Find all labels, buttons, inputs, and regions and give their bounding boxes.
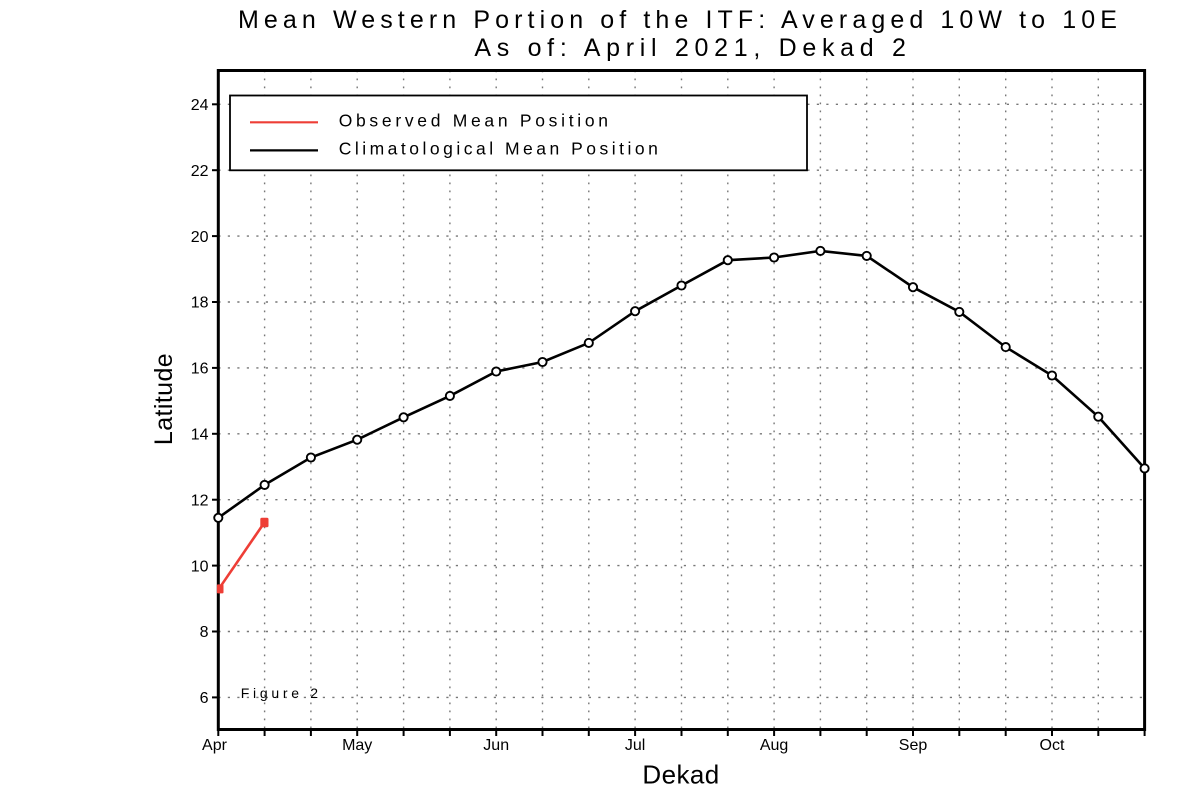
svg-text:Jul: Jul [625, 737, 645, 754]
svg-text:10: 10 [191, 558, 209, 575]
svg-text:22: 22 [191, 163, 209, 180]
svg-text:20: 20 [191, 229, 209, 246]
svg-text:Jun: Jun [483, 737, 509, 754]
svg-text:6: 6 [200, 690, 209, 707]
svg-text:Sep: Sep [899, 737, 928, 754]
svg-text:Figure 2: Figure 2 [241, 685, 322, 701]
svg-text:As of: April 2021, Dekad 2: As of: April 2021, Dekad 2 [474, 34, 911, 62]
svg-text:Aug: Aug [760, 737, 788, 754]
svg-text:Mean Western Portion of the IT: Mean Western Portion of the ITF: Average… [238, 6, 1122, 34]
svg-text:8: 8 [200, 624, 209, 641]
svg-text:12: 12 [191, 492, 209, 509]
svg-text:16: 16 [191, 361, 209, 378]
svg-text:Observed Mean Position: Observed Mean Position [339, 111, 612, 131]
svg-text:14: 14 [191, 427, 209, 444]
svg-text:Latitude: Latitude [150, 353, 178, 445]
svg-text:Oct: Oct [1040, 737, 1065, 754]
svg-text:18: 18 [191, 295, 209, 312]
svg-text:May: May [342, 737, 372, 754]
svg-text:Apr: Apr [202, 737, 228, 754]
svg-text:Climatological Mean Position: Climatological Mean Position [339, 138, 662, 158]
svg-text:24: 24 [191, 97, 209, 114]
svg-text:Dekad: Dekad [642, 760, 719, 790]
